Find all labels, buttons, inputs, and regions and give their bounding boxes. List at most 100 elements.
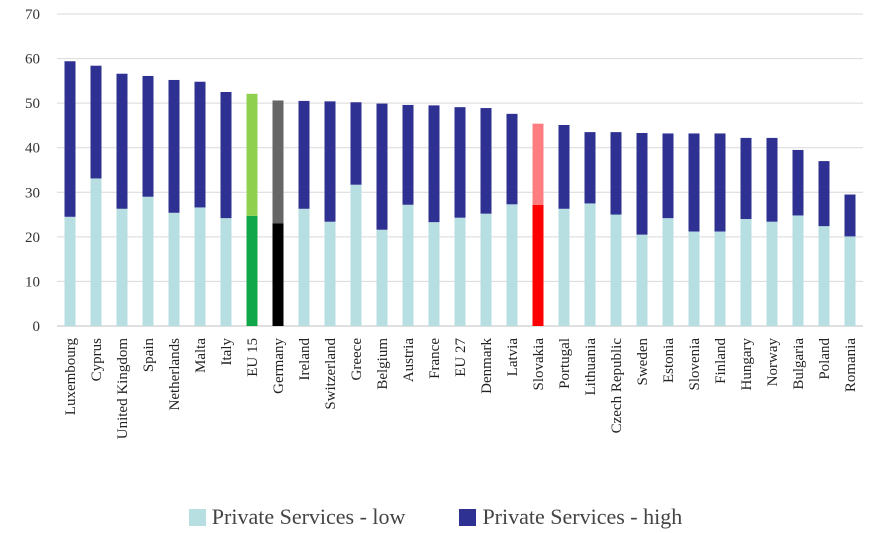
- bar-low: [532, 204, 544, 326]
- x-category-label: Germany: [271, 338, 287, 394]
- y-tick-label: 50: [25, 96, 40, 112]
- bar-high: [766, 137, 778, 222]
- bar-low: [558, 208, 570, 326]
- x-category-label: France: [427, 338, 443, 379]
- bar-low: [818, 226, 830, 326]
- bar-high: [714, 133, 726, 232]
- bar-low: [376, 229, 388, 326]
- bar-low: [506, 204, 518, 326]
- bar-low: [116, 208, 128, 326]
- x-category-label: Cyprus: [89, 338, 105, 382]
- y-tick-label: 60: [25, 52, 40, 68]
- bar-low: [844, 236, 856, 326]
- bar-low: [766, 221, 778, 326]
- legend-item-low: Private Services - low: [188, 504, 406, 530]
- bar-low: [64, 216, 76, 326]
- bar-high: [662, 133, 674, 219]
- x-category-label: Netherlands: [167, 338, 183, 411]
- x-category-label: Slovenia: [687, 338, 703, 391]
- bar-low: [428, 222, 440, 326]
- x-category-label: Spain: [141, 338, 157, 373]
- x-category-label: Norway: [765, 338, 781, 387]
- x-category-label: Austria: [401, 338, 417, 383]
- legend-item-high: Private Services - high: [459, 504, 682, 530]
- x-category-label: Ireland: [297, 338, 313, 381]
- bar-low: [610, 214, 622, 326]
- x-category-label: Portugal: [557, 338, 573, 389]
- bar-low: [324, 221, 336, 326]
- bar-high: [454, 107, 466, 218]
- bar-low: [792, 215, 804, 326]
- bar-high: [610, 132, 622, 215]
- bar-high: [64, 61, 76, 217]
- bar-high: [844, 194, 856, 237]
- x-category-label: Luxembourg: [63, 338, 79, 416]
- x-category-label: Poland: [817, 338, 833, 380]
- bar-low: [584, 203, 596, 326]
- x-category-label: Estonia: [661, 338, 677, 383]
- y-tick-label: 40: [25, 141, 40, 157]
- bar-low: [714, 231, 726, 326]
- legend-label-low: Private Services - low: [211, 504, 406, 529]
- y-tick-label: 0: [33, 319, 41, 335]
- bar-low: [480, 213, 492, 326]
- bar-high: [636, 133, 648, 235]
- bar-low: [688, 231, 700, 326]
- x-category-label: Slovakia: [531, 338, 547, 391]
- legend-swatch-low: [188, 508, 206, 526]
- bar-low: [454, 217, 466, 326]
- bar-low: [636, 234, 648, 326]
- x-category-label: Finland: [713, 338, 729, 384]
- bar-high: [350, 102, 362, 185]
- bar-high: [480, 108, 492, 214]
- y-tick-label: 70: [25, 7, 40, 23]
- bar-high: [740, 137, 752, 220]
- bar-low: [298, 208, 310, 326]
- bar-low: [220, 218, 232, 326]
- bar-low: [142, 196, 154, 326]
- bar-high: [220, 92, 232, 219]
- x-category-label: Sweden: [635, 338, 651, 386]
- bar-low: [272, 223, 284, 326]
- bar-low: [246, 215, 258, 326]
- x-category-label: Hungary: [739, 338, 755, 391]
- x-category-label: Italy: [219, 338, 235, 366]
- x-category-label: EU 15: [245, 338, 261, 377]
- bar-high: [90, 65, 102, 179]
- bar-high: [194, 81, 206, 208]
- y-tick-label: 10: [25, 274, 40, 290]
- x-category-label: Romania: [843, 338, 859, 392]
- bar-low: [194, 207, 206, 326]
- x-category-label: Malta: [193, 338, 209, 373]
- bar-low: [90, 178, 102, 326]
- bar-high: [376, 103, 388, 230]
- bar-low: [740, 219, 752, 326]
- x-category-label: United Kingdom: [115, 338, 131, 440]
- bar-high: [818, 161, 830, 227]
- bar-high: [506, 113, 518, 205]
- x-category-label: Belgium: [375, 338, 391, 390]
- bar-low: [350, 184, 362, 326]
- x-category-label: Greece: [349, 338, 365, 381]
- y-tick-label: 20: [25, 230, 40, 246]
- bar-low: [168, 212, 180, 326]
- bar-high: [116, 73, 128, 209]
- bar-high: [246, 93, 258, 216]
- legend-label-high: Private Services - high: [482, 504, 683, 529]
- y-tick-label: 30: [25, 185, 40, 201]
- x-category-label: Lithuania: [583, 338, 599, 396]
- legend: Private Services - low Private Services …: [0, 502, 871, 532]
- x-category-label: Bulgaria: [791, 338, 807, 390]
- bar-high: [168, 79, 180, 213]
- bar-low: [662, 218, 674, 326]
- x-category-label: Denmark: [479, 338, 495, 394]
- bar-high: [428, 105, 440, 223]
- x-category-label: EU 27: [453, 338, 469, 377]
- x-category-label: Latvia: [505, 338, 521, 377]
- bar-high: [298, 100, 310, 209]
- bar-high: [688, 133, 700, 232]
- x-category-label: Switzerland: [323, 338, 339, 410]
- legend-swatch-high: [459, 508, 477, 526]
- bar-high: [584, 132, 596, 204]
